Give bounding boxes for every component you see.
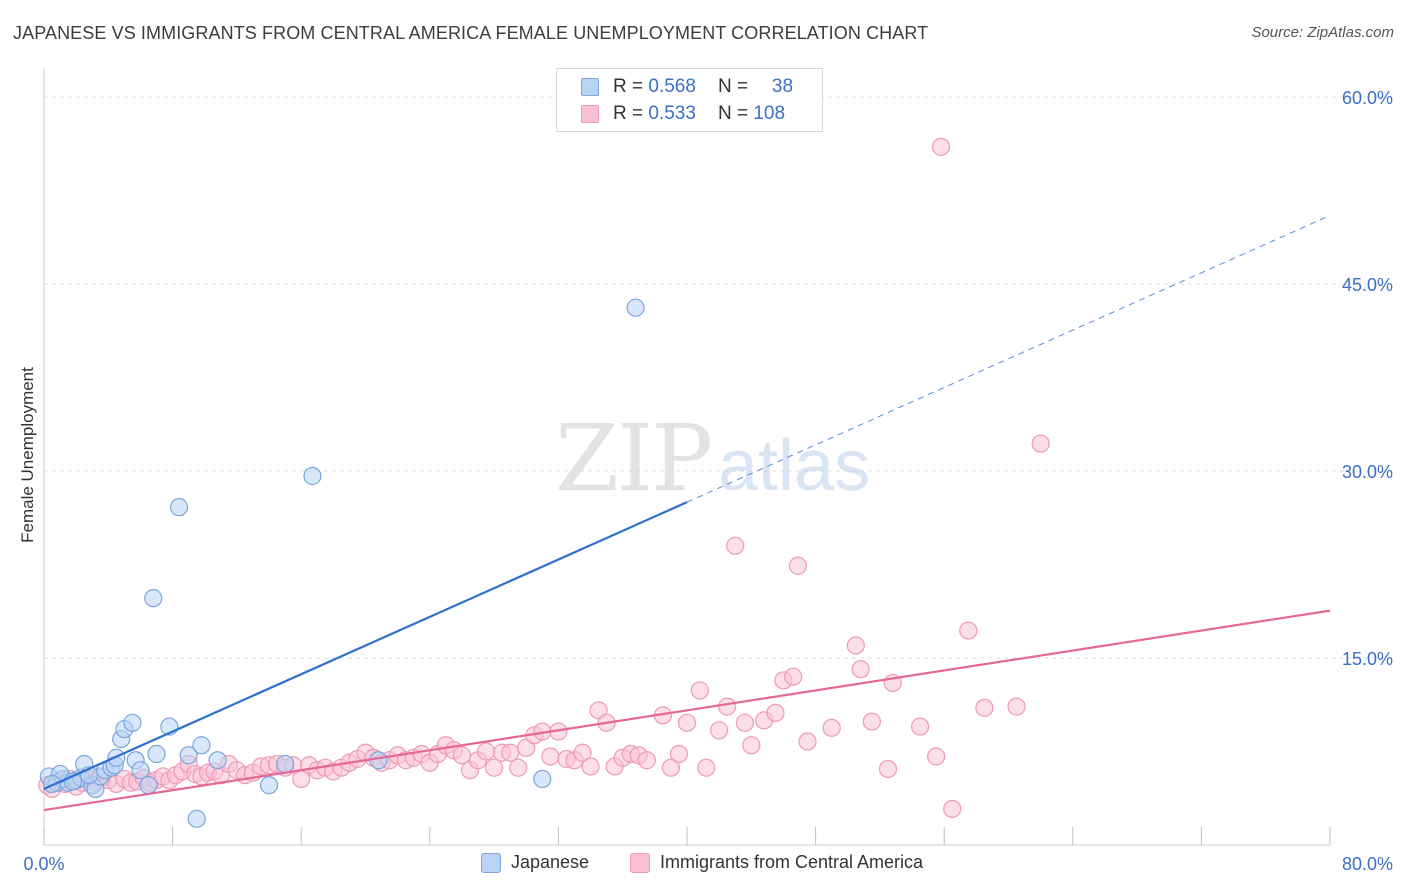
japanese-point: [533, 769, 552, 789]
central-america-point: [677, 713, 697, 732]
japanese-point: [303, 466, 322, 486]
central-america-point: [878, 759, 898, 779]
central-america-point: [783, 667, 803, 686]
central-america-point: [851, 660, 870, 679]
watermark-zip: ZIP: [555, 405, 711, 512]
grid-layer: [44, 96, 1395, 659]
legend-label-japanese: Japanese: [511, 852, 590, 872]
legend-label-central-america: Immigrants from Central America: [660, 852, 924, 872]
central-america-point: [822, 718, 841, 737]
central-america-point: [1031, 434, 1050, 453]
japanese-point: [131, 761, 150, 780]
central-america-point: [573, 743, 592, 762]
legend-swatch-japanese: [481, 852, 501, 873]
central-america-point: [959, 621, 978, 640]
central-america-point: [501, 743, 520, 762]
japanese-point: [276, 754, 295, 774]
central-america-point: [697, 758, 716, 777]
legend-r-label: R =: [613, 103, 644, 124]
x-tick-label: 0.0%: [23, 854, 64, 874]
japanese-trendline-extension: [686, 214, 1331, 503]
correlation-legend: R = 0.568 N = 38 R = 0.533 N = 108: [556, 68, 823, 132]
central-america-point: [742, 736, 761, 755]
japanese-point: [169, 498, 189, 517]
central-america-point: [862, 712, 881, 731]
japanese-point: [147, 744, 166, 764]
central-america-point: [669, 744, 689, 764]
central-america-point: [509, 758, 528, 777]
points-layer: [38, 137, 1050, 828]
central-america-point: [718, 697, 737, 716]
japanese-point: [179, 746, 198, 765]
central-america-point: [581, 757, 600, 776]
japanese-trendline: [43, 501, 688, 790]
legend-n-value-japanese: 38: [771, 76, 794, 97]
central-america-point: [726, 536, 745, 555]
x-tick-label: 80.0%: [1342, 854, 1393, 874]
legend-r-label: R =: [613, 76, 644, 97]
japanese-point: [192, 736, 211, 755]
central-america-point: [637, 751, 656, 770]
series-legend: Japanese Immigrants from Central America: [0, 850, 1406, 880]
central-america-point: [910, 717, 930, 736]
central-america-trendline: [43, 609, 1331, 812]
japanese-point: [187, 809, 206, 828]
legend-row-central-america: R = 0.533 N = 108: [581, 103, 785, 125]
y-tick-label: 15.0%: [1342, 649, 1393, 669]
japanese-point: [139, 776, 158, 795]
chart-title: JAPANESE VS IMMIGRANTS FROM CENTRAL AMER…: [13, 23, 929, 43]
central-america-point: [661, 758, 681, 777]
legend-row-japanese: R = 0.568 N = 38: [581, 76, 793, 98]
y-tick-label: 45.0%: [1342, 275, 1393, 295]
central-america-point: [788, 556, 808, 575]
central-america-point: [975, 698, 994, 717]
central-america-point: [798, 732, 817, 751]
y-tick-label: 30.0%: [1342, 462, 1393, 482]
central-america-point: [476, 742, 496, 761]
legend-r-value-central-america: 0.533: [648, 103, 696, 124]
central-america-point: [735, 713, 754, 732]
central-america-point: [766, 703, 785, 722]
legend-n-label: N =: [717, 76, 749, 97]
central-america-point: [541, 747, 560, 766]
central-america-point: [452, 746, 472, 765]
legend-item-japanese[interactable]: Japanese: [481, 852, 589, 873]
japanese-point: [144, 589, 163, 608]
central-america-point: [927, 747, 946, 766]
japanese-point: [208, 751, 227, 770]
central-america-point: [485, 758, 504, 777]
watermark-atlas: atlas: [718, 426, 870, 506]
central-america-point: [846, 636, 865, 655]
legend-n-value-central-america: 108: [753, 103, 786, 124]
japanese-point: [259, 776, 279, 795]
central-america-point: [710, 721, 729, 740]
watermark: ZIP atlas: [555, 405, 870, 512]
legend-swatch-japanese: [581, 78, 599, 96]
central-america-point: [943, 799, 962, 818]
legend-swatch-central-america: [581, 105, 599, 123]
legend-n-label: N =: [717, 103, 749, 124]
japanese-point: [626, 298, 645, 317]
central-america-point: [1007, 697, 1026, 716]
japanese-point: [42, 774, 62, 794]
legend-swatch-central-america: [630, 852, 650, 873]
y-tick-label: 60.0%: [1342, 88, 1393, 108]
axis-layer: [43, 68, 1331, 846]
central-america-point: [690, 681, 709, 700]
tick-labels: 15.0% 30.0% 45.0% 60.0% 0.0% 80.0%: [23, 88, 1393, 874]
central-america-point: [931, 137, 951, 156]
japanese-point: [123, 713, 142, 732]
trend-layer: [43, 214, 1331, 812]
legend-r-value-japanese: 0.568: [648, 76, 696, 97]
legend-item-central-america[interactable]: Immigrants from Central America: [630, 852, 923, 873]
source-label: Source: ZipAtlas.com: [1251, 24, 1394, 41]
